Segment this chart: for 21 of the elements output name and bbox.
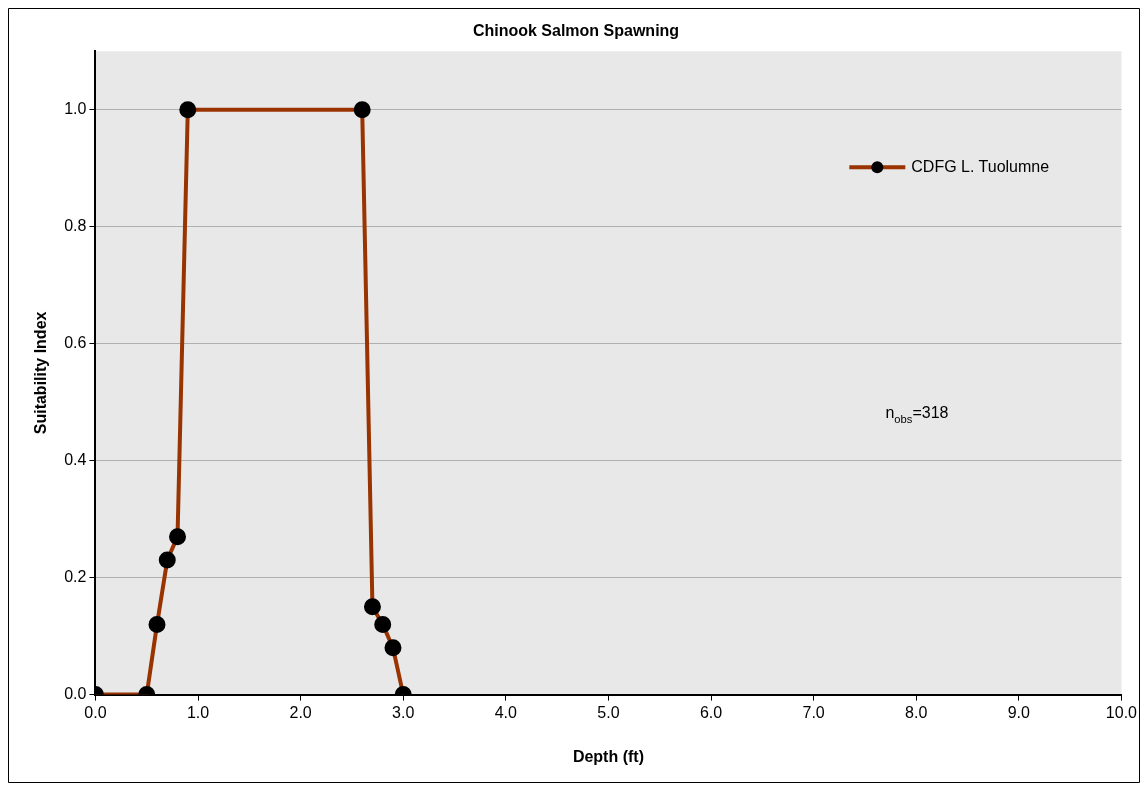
y-tick-label: 1.0 bbox=[64, 100, 87, 118]
y-tick-label: 0.2 bbox=[64, 568, 87, 586]
x-tick-label: 8.0 bbox=[905, 703, 928, 721]
chart-title: Chinook Salmon Spawning bbox=[472, 22, 680, 40]
x-tick-label: 7.0 bbox=[802, 703, 825, 721]
x-tick-label: 2.0 bbox=[289, 703, 312, 721]
y-tick-label: 0.8 bbox=[64, 217, 87, 235]
x-tick-label: 9.0 bbox=[1007, 703, 1031, 721]
y-tick-label: 0.4 bbox=[64, 451, 87, 469]
x-axis-title: Depth (ft) bbox=[572, 747, 644, 765]
x-tick-label: 0.0 bbox=[84, 703, 107, 721]
x-tick-label: 6.0 bbox=[699, 703, 723, 721]
x-tick-label: 3.0 bbox=[392, 703, 415, 721]
y-tick-label: 0.6 bbox=[64, 334, 87, 352]
x-tick-label: 10.0 bbox=[1105, 703, 1138, 721]
y-axis-title: Suitability Index bbox=[32, 311, 50, 435]
y-tick-label: 0.0 bbox=[64, 685, 87, 703]
x-tick-label: 1.0 bbox=[186, 703, 210, 721]
x-tick-label: 4.0 bbox=[494, 703, 518, 721]
x-tick-label: 5.0 bbox=[597, 703, 620, 721]
legend-label: CDFG L. Tuolumne bbox=[911, 157, 1050, 175]
